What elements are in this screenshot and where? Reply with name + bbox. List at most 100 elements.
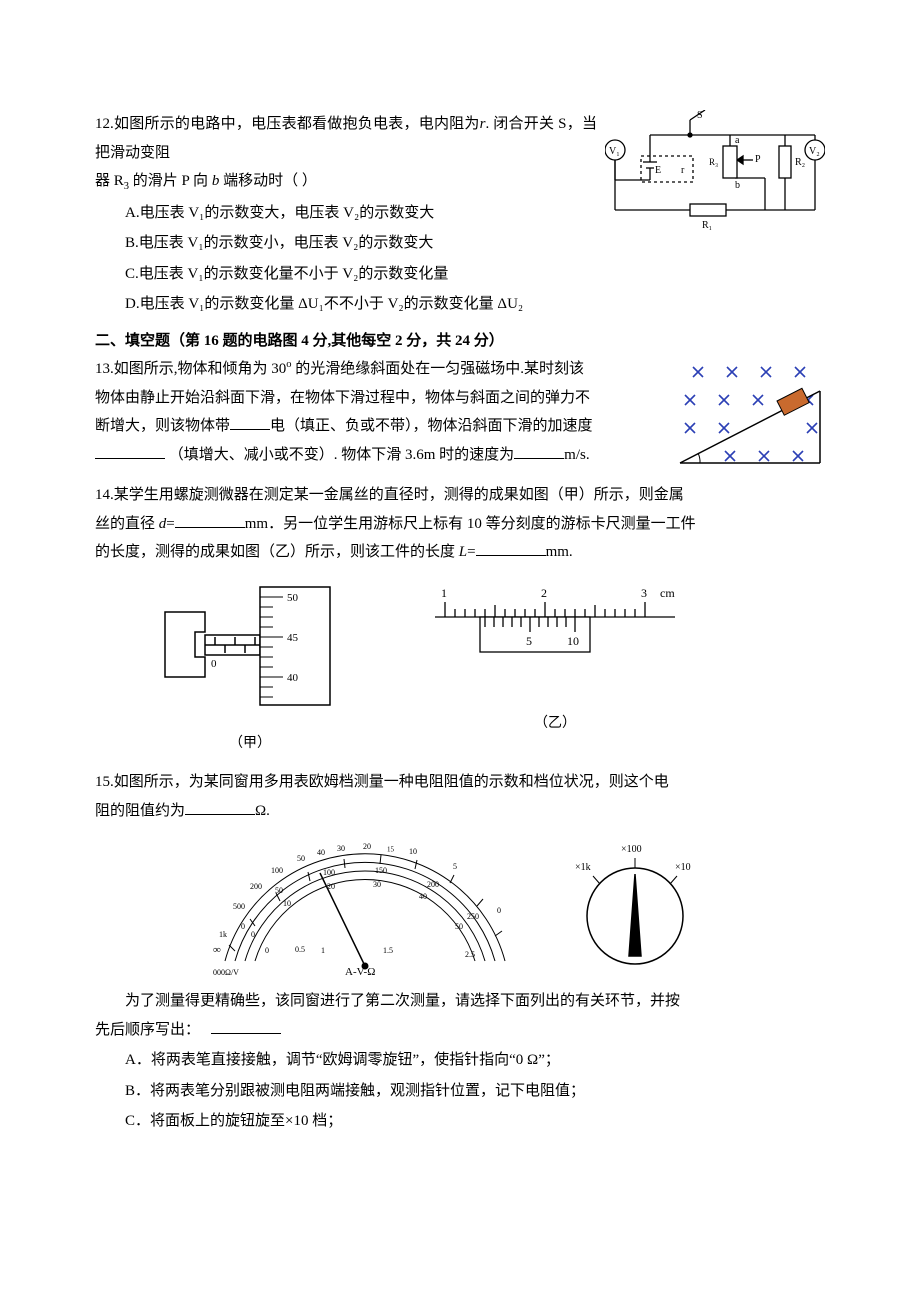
svg-text:45: 45	[287, 632, 299, 644]
incline-svg	[665, 355, 825, 475]
blank-length[interactable]	[476, 540, 546, 557]
text: mm．另一位学生用游标尺上标有 10 等分刻度的游标卡尺测量一工件	[245, 516, 696, 532]
svg-text:S: S	[697, 110, 703, 121]
figure-vernier: 1 2 3 cm 5 10 （乙）	[425, 577, 685, 758]
svg-text:150: 150	[375, 866, 387, 875]
svg-text:V₁: V₁	[609, 146, 620, 157]
text: 器 R	[95, 173, 124, 189]
q14-line3: 的长度，测得的成果如图（乙）所示，则该工件的长度 L=mm.	[95, 538, 825, 567]
text: 丝的直径	[95, 516, 159, 532]
text: m/s.	[564, 447, 589, 463]
svg-text:40: 40	[317, 848, 325, 857]
svg-text:2.5: 2.5	[465, 950, 475, 959]
svg-text:V₂: V₂	[809, 146, 820, 157]
svg-text:1k: 1k	[219, 930, 227, 939]
svg-text:r: r	[681, 165, 685, 176]
svg-text:3: 3	[641, 586, 647, 600]
svg-text:0: 0	[497, 906, 501, 915]
question-12: S a P b E r R₃ R₁ R₂ V₁ V₂ 12.如图所示的电路中，电…	[95, 110, 825, 321]
svg-text:200: 200	[250, 882, 262, 891]
svg-text:10: 10	[567, 634, 579, 648]
svg-text:20: 20	[363, 842, 371, 851]
svg-text:40: 40	[287, 672, 299, 684]
svg-text:5: 5	[453, 862, 457, 871]
question-15: 15.如图所示，为某同窗用多用表欧姆档测量一种电阻阻值的示数和档位状况，则这个电…	[95, 768, 825, 1136]
svg-text:40: 40	[419, 892, 427, 901]
svg-text:0: 0	[241, 922, 245, 931]
blank-accel[interactable]	[95, 442, 165, 459]
option-a: A．将两表笔直接接触，调节“欧姆调零旋钮”，使指针指向“0 Ω”；	[125, 1046, 825, 1075]
eq: =	[166, 516, 174, 532]
figure-micrometer: 0 50 45 40 （甲）	[155, 577, 345, 758]
text: 13.如图所示,物体和倾角为 30	[95, 361, 286, 377]
circuit-svg: S a P b E r R₃ R₁ R₂ V₁ V₂	[605, 110, 825, 230]
svg-text:20: 20	[327, 882, 335, 891]
eq: =	[467, 544, 475, 560]
svg-text:0: 0	[211, 658, 217, 670]
blank-sequence[interactable]	[211, 1017, 281, 1034]
multimeter-svg: 1k 500 200 100 50 40 30 20 15 10 5 0 0 5…	[195, 831, 525, 981]
svg-text:1.5: 1.5	[383, 946, 393, 955]
svg-text:1: 1	[441, 586, 447, 600]
svg-text:0: 0	[251, 930, 255, 939]
option-d: D.电压表 V₁的示数变化量 ΔU₁不不小于 V₂的示数变化量 ΔU₂	[125, 290, 825, 319]
svg-text:50: 50	[275, 886, 283, 895]
svg-text:2: 2	[541, 586, 547, 600]
option-b: B．将两表笔分别跟被测电阻两端接触，观测指针位置，记下电阻值；	[125, 1077, 825, 1106]
svg-text:10: 10	[283, 899, 291, 908]
svg-text:50: 50	[455, 922, 463, 931]
figure-circuit-q12: S a P b E r R₃ R₁ R₂ V₁ V₂	[605, 110, 825, 230]
q15-line1: 15.如图所示，为某同窗用多用表欧姆档测量一种电阻阻值的示数和档位状况，则这个电	[95, 768, 825, 797]
svg-text:×100: ×100	[621, 844, 642, 855]
question-13: 13.如图所示,物体和倾角为 30o 的光滑绝缘斜面处在一匀强磁场中.某时刻该 …	[95, 355, 825, 475]
svg-text:30: 30	[337, 844, 345, 853]
option-c: C.电压表 V₁的示数变化量不小于 V₂的示数变化量	[125, 260, 825, 289]
svg-text:a: a	[735, 135, 740, 146]
q14-line2: 丝的直径 d=mm．另一位学生用游标尺上标有 10 等分刻度的游标卡尺测量一工件	[95, 510, 825, 539]
svg-text:5: 5	[526, 634, 532, 648]
svg-text:30: 30	[373, 880, 381, 889]
svg-text:100: 100	[271, 866, 283, 875]
svg-text:50: 50	[287, 592, 299, 604]
question-14: 14.某学生用螺旋测微器在测定某一金属丝的直径时，测得的成果如图（甲）所示，则金…	[95, 481, 825, 758]
caption-yi: （乙）	[425, 711, 685, 738]
figure-incline-q13	[665, 355, 825, 475]
svg-text:10: 10	[409, 847, 417, 856]
text: 断增大，则该物体带	[95, 418, 230, 434]
text: （填增大、减小或不变）. 物体下滑 3.6m 时的速度为	[169, 447, 514, 463]
text: 阻的阻值约为	[95, 803, 185, 819]
svg-text:0.5: 0.5	[295, 945, 305, 954]
micrometer-svg: 0 50 45 40	[155, 577, 345, 717]
svg-text:P: P	[755, 154, 761, 165]
svg-text:250: 250	[467, 912, 479, 921]
dial-svg: ×1k ×100 ×10	[565, 831, 705, 981]
svg-text:0: 0	[265, 946, 269, 955]
option-b: B.电压表 V₁的示数变小，电压表 V₂的示数变大	[125, 229, 825, 258]
q15-line3: 为了测量得更精确些，该同窗进行了第二次测量，请选择下面列出的有关环节，并按	[95, 987, 825, 1016]
svg-text:cm: cm	[660, 586, 675, 600]
svg-text:×10: ×10	[675, 862, 691, 873]
blank-diameter[interactable]	[175, 511, 245, 528]
q14-line1: 14.某学生用螺旋测微器在测定某一金属丝的直径时，测得的成果如图（甲）所示，则金…	[95, 481, 825, 510]
svg-text:b: b	[735, 180, 740, 191]
svg-text:E: E	[655, 165, 661, 176]
text: 先后顺序写出：	[95, 1022, 200, 1038]
svg-text:000Ω/V: 000Ω/V	[213, 968, 239, 977]
svg-text:200: 200	[427, 880, 439, 889]
svg-text:50: 50	[297, 854, 305, 863]
svg-text:100: 100	[323, 868, 335, 877]
text: 12.如图所示的电路中，电压表都看做抱负电表，电内阻为	[95, 116, 480, 132]
caption-jia: （甲）	[155, 731, 345, 758]
blank-resistance[interactable]	[185, 798, 255, 815]
q15-line2: 阻的阻值约为 Ω.	[95, 797, 825, 826]
blank-charge[interactable]	[230, 414, 270, 431]
svg-text:×1k: ×1k	[575, 862, 591, 873]
text: 的长度，测得的成果如图（乙）所示，则该工件的长度	[95, 544, 459, 560]
svg-text:R₂: R₂	[795, 157, 805, 168]
svg-text:15: 15	[387, 846, 395, 854]
svg-text:500: 500	[233, 902, 245, 911]
text: Ω.	[255, 803, 270, 819]
blank-velocity[interactable]	[514, 442, 564, 459]
option-c: C．将面板上的旋钮旋至×10 档；	[125, 1107, 825, 1136]
q14-figures: 0 50 45 40 （甲）	[155, 577, 825, 758]
